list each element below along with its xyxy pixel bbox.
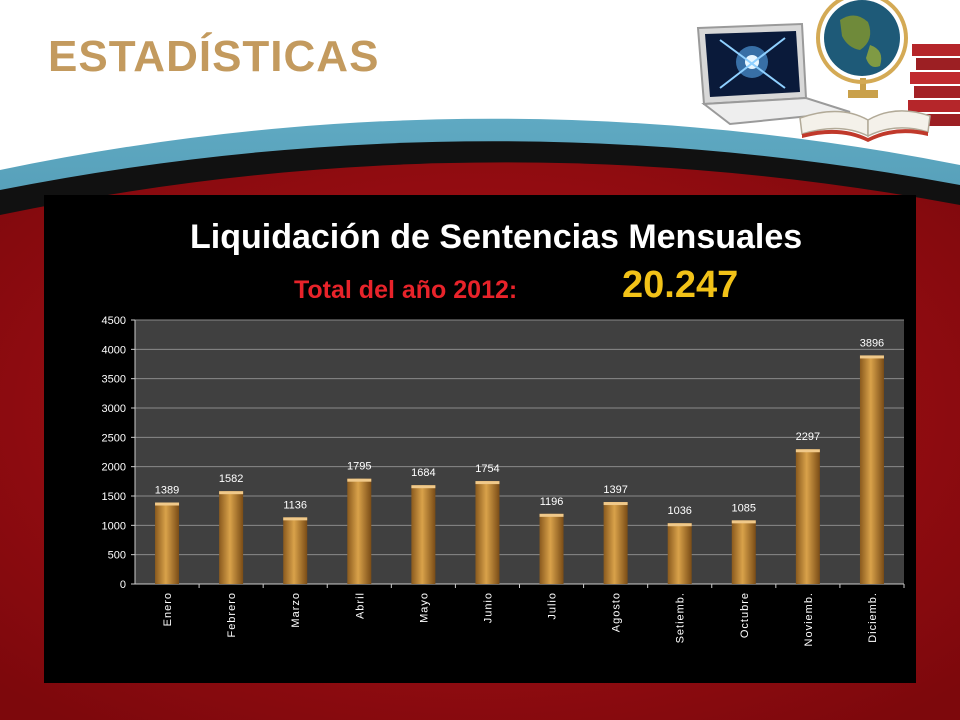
x-tick-label: Enero bbox=[162, 592, 174, 626]
bar bbox=[603, 502, 628, 584]
bar bbox=[475, 481, 500, 584]
laptop-icon bbox=[696, 22, 851, 126]
bar bbox=[155, 502, 180, 584]
x-tick-label: Setiemb. bbox=[675, 592, 687, 643]
y-tick-label: 500 bbox=[108, 550, 126, 562]
total-label: Total del año 2012: bbox=[294, 276, 518, 304]
x-tick-label: Diciemb. bbox=[867, 592, 879, 643]
x-tick-label: Junio bbox=[482, 592, 494, 623]
bar-cap bbox=[475, 481, 500, 485]
x-tick-label: Octubre bbox=[739, 592, 751, 638]
bar bbox=[731, 520, 756, 584]
bar-cap bbox=[283, 517, 308, 521]
y-tick-label: 4500 bbox=[102, 315, 126, 327]
y-tick-label: 2000 bbox=[102, 462, 126, 474]
data-label: 1036 bbox=[667, 505, 691, 517]
bar-cap bbox=[539, 513, 564, 517]
bar bbox=[539, 513, 564, 584]
x-tick-label: Mayo bbox=[418, 592, 430, 623]
data-label: 1389 bbox=[155, 485, 179, 497]
bar bbox=[411, 485, 436, 584]
bar bbox=[795, 449, 820, 584]
bar-cap bbox=[155, 502, 180, 506]
decorative-illustration bbox=[696, 0, 960, 142]
x-tick-label: Noviemb. bbox=[803, 592, 815, 646]
y-tick-label: 1500 bbox=[102, 491, 126, 503]
bar bbox=[347, 478, 372, 584]
bar-cap bbox=[603, 502, 628, 506]
open-book-icon bbox=[799, 110, 931, 142]
bar-cap bbox=[795, 449, 820, 453]
data-label: 1684 bbox=[411, 467, 435, 479]
data-label: 1136 bbox=[283, 499, 307, 511]
plot-area bbox=[135, 320, 904, 584]
data-label: 1196 bbox=[540, 496, 564, 508]
x-tick-label: Febrero bbox=[226, 592, 238, 638]
y-tick-label: 1000 bbox=[102, 520, 126, 532]
data-label: 1795 bbox=[347, 461, 371, 473]
bar bbox=[283, 517, 308, 584]
books-icon bbox=[908, 44, 960, 126]
globe-icon bbox=[816, 0, 908, 98]
bar bbox=[859, 355, 884, 584]
data-label: 2297 bbox=[796, 431, 820, 443]
page-title: ESTADÍSTICAS bbox=[48, 32, 380, 81]
x-tick-label: Agosto bbox=[611, 592, 623, 632]
data-label: 3896 bbox=[860, 337, 884, 349]
bar-cap bbox=[731, 520, 756, 524]
data-label: 1085 bbox=[732, 502, 756, 514]
data-label: 1397 bbox=[603, 484, 627, 496]
data-label: 1754 bbox=[475, 463, 499, 475]
y-tick-label: 2500 bbox=[102, 432, 126, 444]
y-tick-label: 3000 bbox=[102, 403, 126, 415]
data-label: 1582 bbox=[219, 473, 243, 485]
x-tick-label: Julio bbox=[547, 592, 559, 620]
x-tick-label: Abril bbox=[354, 592, 366, 619]
bar-cap bbox=[859, 355, 884, 359]
y-tick-label: 0 bbox=[120, 579, 126, 591]
bar bbox=[667, 523, 692, 584]
bar-cap bbox=[347, 478, 372, 482]
bar-chart: 0 500 1000 1500 2000 2500 3000 3500 4000 4500 1389… bbox=[102, 315, 905, 646]
y-tick-label: 4000 bbox=[102, 344, 126, 356]
bar-cap bbox=[219, 491, 244, 495]
bar-cap bbox=[667, 523, 692, 527]
chart-title: Liquidación de Sentencias Mensuales bbox=[190, 218, 803, 256]
y-tick-label: 3500 bbox=[102, 374, 126, 386]
total-value: 20.247 bbox=[622, 264, 739, 306]
bar bbox=[219, 491, 244, 584]
bar-cap bbox=[411, 485, 436, 489]
x-tick-label: Marzo bbox=[290, 592, 302, 628]
